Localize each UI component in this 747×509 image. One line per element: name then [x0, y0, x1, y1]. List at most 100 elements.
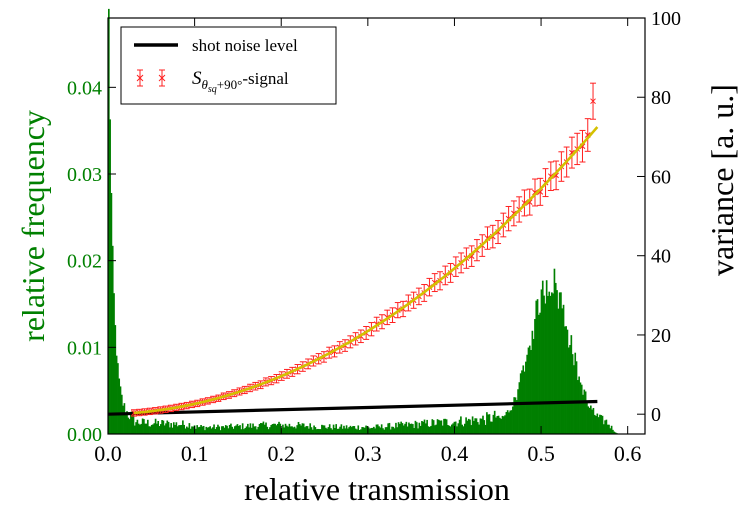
histogram-bar [310, 427, 313, 434]
legend-signal-subsub: sq [208, 84, 217, 95]
histogram-bar [467, 418, 470, 434]
y-left-tick-label: 0.01 [67, 337, 102, 359]
histogram-bar [489, 421, 492, 434]
axes: 0.0 0.1 0.2 0.3 0.4 0.5 0.6 0.00 0.01 0.02 0.03 0.0… [67, 8, 681, 466]
histogram-bar [141, 418, 144, 434]
histogram-bar [161, 420, 163, 434]
histogram-bar [260, 423, 262, 434]
histogram-bar [582, 394, 584, 434]
histogram-bar [192, 426, 195, 434]
histogram-bar [352, 426, 354, 434]
histogram-bar [231, 426, 234, 434]
histogram-bar [586, 401, 588, 434]
histogram-bar [337, 428, 340, 434]
histogram-bar [501, 415, 504, 434]
histogram-bar [395, 422, 397, 434]
histogram-bar [541, 280, 544, 434]
histogram-bar [393, 428, 396, 434]
histogram-bar [504, 415, 506, 434]
histogram-bar [356, 429, 358, 434]
legend-signal-label: Sθsq+90°-signal [192, 68, 289, 95]
histogram-bar [278, 421, 280, 434]
histogram-bar [306, 426, 309, 434]
histogram-bar [241, 423, 244, 434]
histogram-bar [562, 304, 565, 434]
histogram-bar [166, 420, 169, 434]
histogram-bar [347, 428, 349, 434]
histogram-bar [292, 427, 295, 434]
histogram-bar [588, 407, 591, 434]
histogram-bar [462, 426, 465, 434]
histogram-bar [224, 425, 227, 434]
histogram-bar [450, 424, 453, 434]
histogram-bar [136, 419, 139, 434]
histogram-bar [176, 426, 179, 434]
legend-signal-sub: θ [202, 77, 209, 92]
histogram-bar [564, 326, 566, 434]
legend-shot-noise-label: shot noise level [192, 36, 298, 55]
y-left-tick-label: 0.03 [67, 164, 102, 186]
histogram-bar [111, 245, 114, 434]
histogram-bar [221, 426, 223, 434]
signal-point [531, 178, 538, 207]
histogram-bar [518, 382, 521, 434]
histogram-bar [196, 425, 198, 434]
histogram-bar [150, 424, 153, 434]
histogram-bar [571, 354, 574, 434]
histogram-bar [257, 426, 260, 434]
histogram-bar [539, 312, 541, 434]
histogram-bar [401, 423, 404, 434]
histogram-bar [371, 427, 374, 434]
histogram-bar [154, 418, 157, 434]
histogram-bar [406, 426, 409, 434]
histogram-bar [284, 423, 287, 434]
histogram-bar [499, 417, 501, 434]
histogram-bar [578, 376, 580, 434]
histogram-bar [118, 378, 121, 434]
histogram-bar [376, 424, 379, 434]
histogram-bar [566, 329, 569, 434]
histogram-bar [605, 419, 608, 434]
histogram-bar [530, 350, 532, 434]
histogram-bar [235, 425, 237, 434]
histogram-bar [378, 426, 380, 434]
x-tick-label: 0.0 [94, 441, 122, 466]
histogram-bar [561, 308, 564, 434]
histogram-bar [399, 423, 401, 434]
histogram-bar [293, 426, 296, 434]
histogram-bar [434, 425, 436, 434]
histogram-bar [495, 417, 497, 434]
histogram-bar [321, 424, 323, 434]
histogram-bar [613, 431, 616, 434]
histogram-bar [289, 426, 292, 434]
histogram-bar [545, 280, 548, 434]
histogram-bar [470, 425, 473, 434]
histogram-bar [145, 423, 148, 434]
histogram-bar [171, 427, 174, 434]
histogram-bar [117, 363, 119, 434]
histogram-bar [283, 427, 286, 434]
histogram-bar [447, 425, 449, 434]
y-left-tick-label: 0.04 [67, 77, 102, 99]
histogram-bar [440, 420, 443, 434]
histogram-bar [236, 424, 239, 434]
histogram-bar [258, 423, 261, 434]
histogram-bar [202, 425, 205, 434]
histogram-bar [206, 427, 209, 434]
histogram-bar [397, 422, 400, 434]
histogram-bar [471, 416, 474, 434]
histogram-bar [535, 300, 538, 434]
y-right-tick-label: 40 [651, 246, 671, 268]
histogram-bar [183, 424, 185, 434]
histogram-bar [266, 426, 269, 434]
histogram-bar [527, 347, 530, 434]
histogram-bar [496, 416, 499, 434]
histogram-bar [175, 422, 178, 434]
histogram-bar [288, 423, 291, 434]
histogram-bar [261, 423, 263, 434]
histogram-bar [311, 429, 314, 434]
histogram-bar [428, 426, 431, 434]
histogram-bar [552, 293, 554, 434]
y-right-tick-label: 80 [651, 87, 671, 109]
histogram-bar [137, 423, 140, 434]
